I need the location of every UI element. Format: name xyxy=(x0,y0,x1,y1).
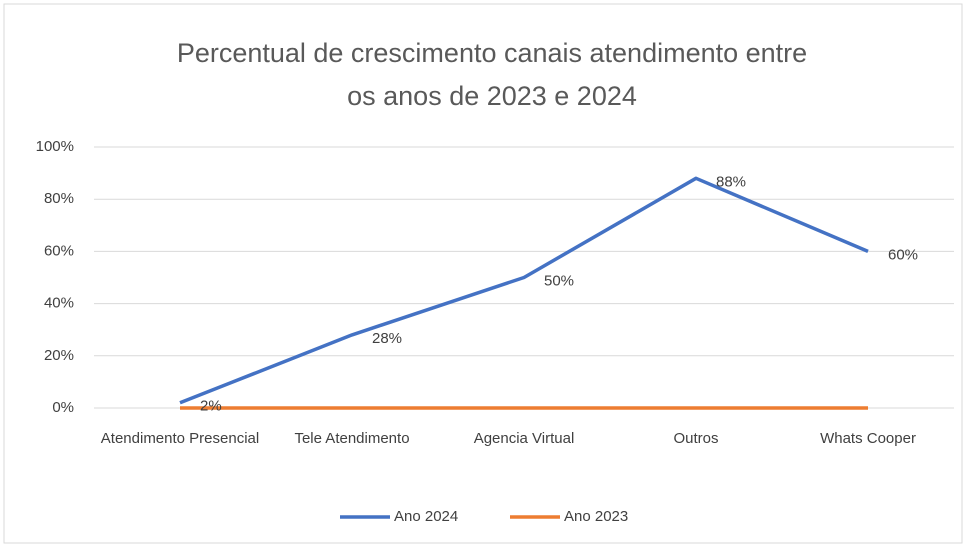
y-tick-label: 100% xyxy=(36,138,74,155)
x-tick-label: Tele Atendimento xyxy=(294,430,409,447)
chart-border xyxy=(3,3,963,544)
data-label: 2% xyxy=(200,398,222,415)
x-tick-label: Whats Cooper xyxy=(820,430,916,447)
legend-label: Ano 2024 xyxy=(394,508,458,525)
chart-title: os anos de 2023 e 2024 xyxy=(347,81,637,111)
data-label: 88% xyxy=(716,173,746,190)
legend-label: Ano 2023 xyxy=(564,508,628,525)
y-tick-label: 40% xyxy=(44,295,74,312)
data-label: 60% xyxy=(888,246,918,263)
series-line xyxy=(179,176,869,405)
y-tick-label: 80% xyxy=(44,190,74,207)
y-tick-label: 60% xyxy=(44,242,74,259)
data-label: 50% xyxy=(544,272,574,289)
y-tick-label: 0% xyxy=(52,399,74,416)
x-tick-label: Outros xyxy=(673,430,718,447)
data-label: 28% xyxy=(372,330,402,347)
chart-title: Percentual de crescimento canais atendim… xyxy=(177,38,807,68)
y-tick-label: 20% xyxy=(44,347,74,364)
x-tick-label: Agencia Virtual xyxy=(474,430,575,447)
x-tick-label: Atendimento Presencial xyxy=(101,430,259,447)
